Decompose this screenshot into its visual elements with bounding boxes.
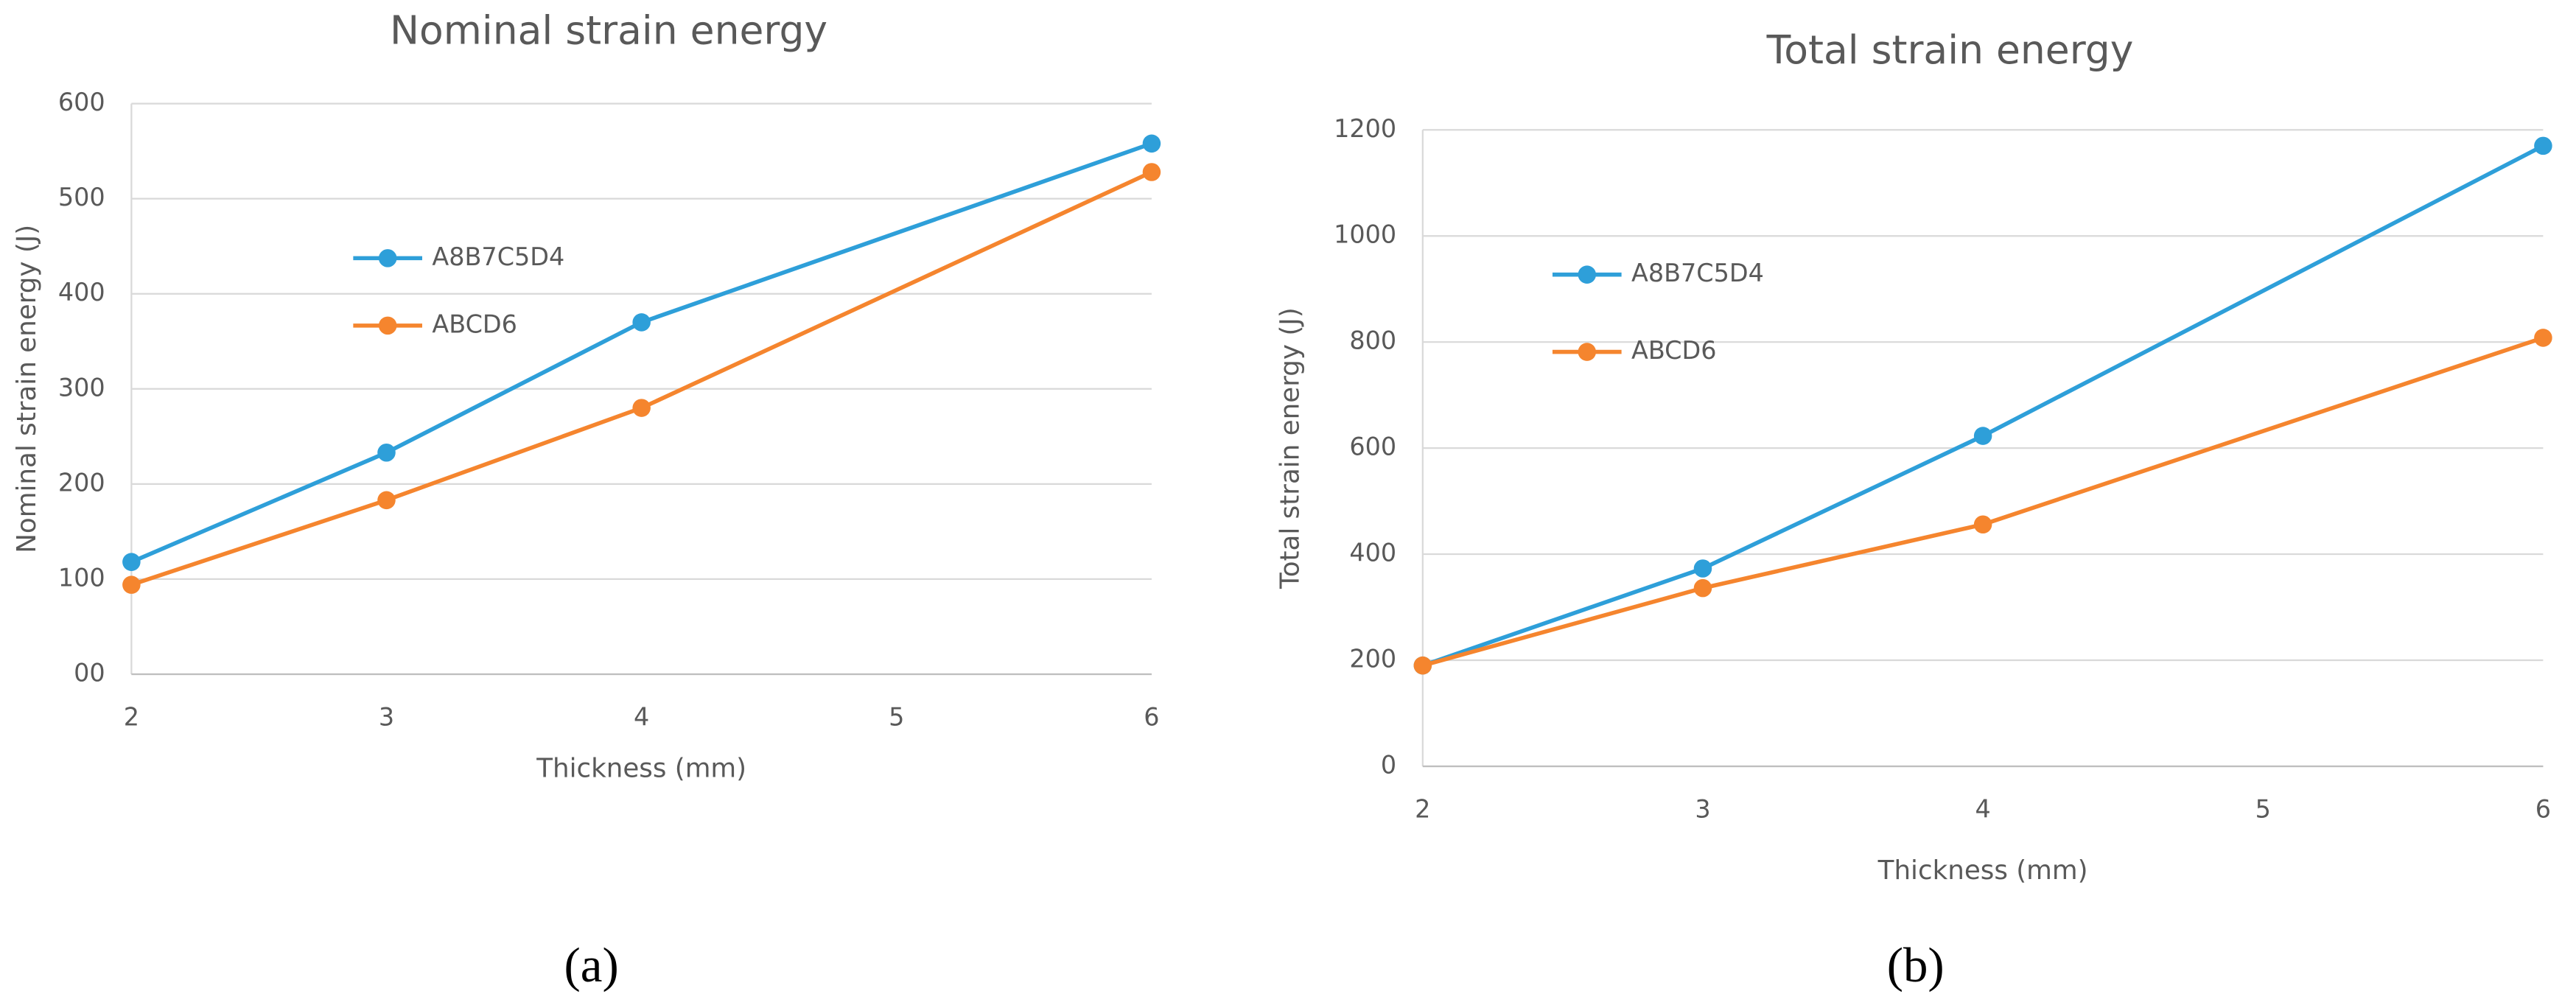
caption: (a)	[564, 938, 619, 993]
legend-label: ABCD6	[1631, 336, 1717, 365]
y-tick-label: 200	[1349, 644, 1396, 673]
y-tick-label: 600	[58, 88, 105, 116]
legend-label: A8B7C5D4	[432, 242, 564, 271]
x-tick-label: 2	[124, 703, 139, 732]
data-point	[632, 313, 651, 332]
series-line	[1421, 144, 2544, 668]
chart-title: Total strain energy	[1766, 27, 2134, 73]
chart-title: Nominal strain energy	[390, 7, 827, 53]
data-point	[632, 399, 651, 417]
x-tick-label: 5	[889, 703, 904, 732]
legend-marker	[1578, 343, 1597, 361]
y-tick-label: 100	[58, 563, 105, 592]
data-point	[1142, 163, 1161, 181]
y-tick-label: 800	[1349, 326, 1396, 355]
legend-label: A8B7C5D4	[1631, 259, 1764, 287]
x-axis-label: Thickness (mm)	[1877, 855, 2088, 886]
y-tick-label: 500	[58, 183, 105, 211]
legend-marker	[1578, 265, 1597, 284]
x-tick-label: 4	[1975, 795, 1990, 824]
y-tick-label: 0	[1381, 750, 1396, 779]
x-tick-label: 3	[379, 703, 394, 732]
x-tick-label: 2	[1415, 795, 1430, 824]
data-point	[377, 443, 396, 462]
data-point	[377, 491, 396, 510]
x-tick-label: 6	[1144, 703, 1159, 732]
series-line	[130, 169, 1153, 587]
y-tick-label: 200	[58, 468, 105, 497]
x-axis-label: Thickness (mm)	[536, 753, 746, 783]
data-point	[1693, 559, 1712, 578]
data-point	[1413, 656, 1432, 675]
y-tick-label: 1200	[1334, 114, 1396, 143]
x-tick-label: 5	[2255, 795, 2271, 824]
legend-marker	[378, 316, 397, 335]
y-tick-label: 300	[58, 373, 105, 402]
caption: (b)	[1887, 938, 1945, 993]
data-point	[2534, 329, 2552, 347]
data-point	[1693, 578, 1712, 598]
data-point	[1142, 134, 1161, 153]
x-tick-label: 4	[634, 703, 649, 732]
y-tick-label: 00	[74, 658, 105, 687]
y-axis-label: Nominal strain energy (J)	[12, 225, 42, 553]
x-tick-label: 6	[2535, 795, 2551, 824]
data-point	[2534, 136, 2552, 155]
data-point	[1973, 515, 1992, 534]
y-tick-label: 400	[1349, 539, 1396, 567]
data-point	[122, 553, 141, 571]
y-axis-label: Total strain energy (J)	[1275, 307, 1305, 589]
legend-label: ABCD6	[432, 309, 517, 338]
data-point	[1973, 427, 1992, 445]
series-line	[130, 141, 1152, 564]
series-line	[1422, 335, 2544, 668]
legend-marker	[378, 249, 397, 267]
data-point	[122, 575, 141, 594]
x-tick-label: 3	[1695, 795, 1710, 824]
y-tick-label: 600	[1349, 433, 1396, 461]
y-tick-label: 1000	[1334, 220, 1396, 249]
y-tick-label: 400	[58, 278, 105, 307]
